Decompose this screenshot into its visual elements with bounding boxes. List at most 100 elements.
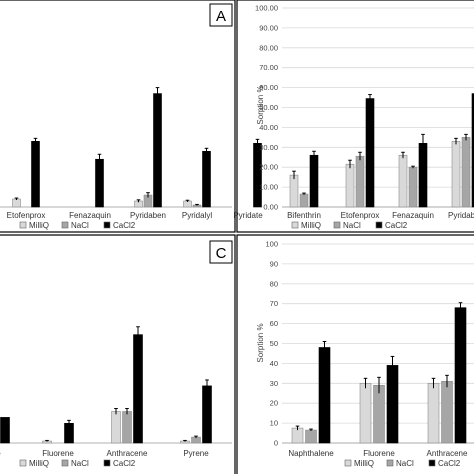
panel-a-label-box bbox=[209, 3, 233, 27]
panel-a-plot: Etofenprox Fenazaquin Pyridaben Pyridalyl Py… bbox=[0, 87, 263, 220]
y-tick-label: 70 bbox=[270, 299, 278, 308]
bar-cacl2 bbox=[202, 150, 211, 208]
legend-label-nacl: NaCl bbox=[396, 459, 414, 468]
y-tick-label: 100.00 bbox=[255, 4, 278, 13]
bar-milliq bbox=[451, 141, 461, 208]
legend-swatch-milliq bbox=[19, 459, 27, 467]
y-tick-label: 20.00 bbox=[259, 163, 278, 172]
bar-milliq bbox=[345, 163, 355, 208]
bar-cacl2 bbox=[365, 98, 375, 208]
bar-nacl bbox=[441, 381, 453, 444]
x-tick-label: Naphthalene bbox=[288, 449, 334, 458]
y-tick-label: 20 bbox=[270, 399, 278, 408]
x-tick-label: Etofenprox bbox=[7, 211, 46, 220]
bar-nacl bbox=[408, 166, 418, 208]
bar-cacl2 bbox=[31, 141, 40, 208]
y-tick-label: 90 bbox=[270, 259, 278, 268]
panel-c-plot: ene Fluorene Anthracene Pyrene bbox=[0, 326, 232, 458]
bar-cacl2 bbox=[133, 334, 143, 444]
panel-a-label: A bbox=[216, 8, 226, 25]
bar-milliq bbox=[427, 382, 440, 444]
bar-nacl bbox=[373, 384, 385, 444]
legend-swatch-cacl2 bbox=[375, 221, 383, 229]
legend-swatch-nacl bbox=[61, 221, 69, 229]
y-tick-label: 0.00 bbox=[263, 203, 278, 212]
legend-swatch-cacl2 bbox=[428, 459, 436, 467]
bar-milliq bbox=[289, 174, 299, 208]
bar-nacl bbox=[461, 137, 471, 208]
panel-d-legend: MilliQ NaCl CaCl2 bbox=[344, 459, 461, 468]
bar-cacl2 bbox=[386, 365, 399, 444]
x-tick-label: Fenazaquin bbox=[392, 211, 434, 220]
legend-swatch-milliq bbox=[344, 459, 352, 467]
y-tick-label: 30 bbox=[270, 379, 278, 388]
bar-milliq bbox=[291, 427, 304, 444]
legend-label-nacl: NaCl bbox=[71, 221, 89, 230]
legend-swatch-nacl bbox=[61, 459, 69, 467]
x-tick-label: Fenazaquin bbox=[69, 211, 111, 220]
bar-milliq bbox=[183, 200, 192, 208]
x-tick-label: Pyrene bbox=[183, 449, 209, 458]
legend-label-cacl2: CaCl2 bbox=[385, 221, 408, 230]
legend-label-milliq: MilliQ bbox=[301, 221, 321, 230]
bar-cacl2 bbox=[454, 307, 467, 444]
bar-cacl2 bbox=[202, 385, 212, 444]
x-tick-label: Pyridate bbox=[233, 211, 263, 220]
bar-nacl bbox=[305, 429, 317, 444]
y-tick-label: 50 bbox=[270, 339, 278, 348]
panel-d-plot: 0 10 20 30 40 50 60 70 80 90 100 Naphthalene Fluoren… bbox=[265, 240, 474, 458]
legend-label-milliq: MilliQ bbox=[29, 459, 49, 468]
y-tick-label: 90.00 bbox=[259, 23, 278, 32]
panel-a-legend: MilliQ NaCl CaCl2 bbox=[19, 221, 136, 230]
x-tick-label: Fluorene bbox=[363, 449, 395, 458]
x-tick-label: Anthracene bbox=[107, 449, 148, 458]
bar-cacl2 bbox=[418, 143, 428, 208]
legend-swatch-nacl bbox=[386, 459, 394, 467]
bar-milliq bbox=[111, 411, 121, 444]
x-tick-label: ene bbox=[0, 449, 1, 458]
bar-milliq bbox=[398, 154, 408, 208]
legend-label-nacl: NaCl bbox=[343, 221, 361, 230]
x-tick-label: Pyridaben bbox=[448, 211, 474, 220]
y-tick-label: 60 bbox=[270, 319, 278, 328]
legend-swatch-nacl bbox=[333, 221, 341, 229]
bar-cacl2 bbox=[309, 154, 319, 208]
bar-cacl2 bbox=[318, 347, 331, 444]
panel-b-legend: MilliQ NaCl CaCl2 bbox=[291, 221, 408, 230]
y-tick-label: 40 bbox=[270, 359, 278, 368]
bar-cacl2 bbox=[471, 93, 474, 208]
x-tick-label: Pyridalyl bbox=[182, 211, 212, 220]
legend-swatch-cacl2 bbox=[103, 459, 111, 467]
x-tick-label: Pyridaben bbox=[130, 211, 166, 220]
legend-swatch-cacl2 bbox=[103, 221, 111, 229]
bar-milliq bbox=[12, 198, 21, 208]
bar-cacl2 bbox=[95, 158, 104, 208]
y-tick-label: 40.00 bbox=[259, 123, 278, 132]
x-tick-label: Anthracene bbox=[427, 449, 468, 458]
panel-c-label: C bbox=[216, 245, 227, 262]
y-tick-label: 0 bbox=[274, 439, 278, 448]
legend-label-nacl: NaCl bbox=[71, 459, 89, 468]
x-tick-label: Etofenprox bbox=[341, 211, 380, 220]
bar-cacl2 bbox=[153, 93, 162, 208]
bar-nacl bbox=[355, 155, 365, 208]
y-tick-label: 80 bbox=[270, 279, 278, 288]
bar-nacl bbox=[299, 193, 309, 208]
bar-milliq bbox=[359, 382, 372, 444]
plot-layer: Etofenprox Fenazaquin Pyridaben Pyridalyl Py… bbox=[0, 4, 474, 458]
y-tick-label: 60.00 bbox=[259, 83, 278, 92]
legend-swatch-milliq bbox=[19, 221, 27, 229]
x-tick-label: Fluorene bbox=[42, 449, 74, 458]
panel-b-frame bbox=[236, 0, 474, 233]
legend-label-cacl2: CaCl2 bbox=[438, 459, 461, 468]
legend-label-milliq: MilliQ bbox=[29, 221, 49, 230]
legend-swatch-milliq bbox=[291, 221, 299, 229]
panel-d-ylabel: Sorption % bbox=[256, 323, 265, 362]
legend-label-milliq: MilliQ bbox=[354, 459, 374, 468]
legend-label-cacl2: CaCl2 bbox=[113, 459, 136, 468]
panel-c-legend: MilliQ NaCl CaCl2 bbox=[19, 459, 136, 468]
y-tick-label: 30.00 bbox=[259, 143, 278, 152]
panel-b-plot: 0.00 10.00 20.00 30.00 40.00 50.00 60.00 70.00 8… bbox=[255, 4, 474, 220]
y-tick-label: 80.00 bbox=[259, 43, 278, 52]
